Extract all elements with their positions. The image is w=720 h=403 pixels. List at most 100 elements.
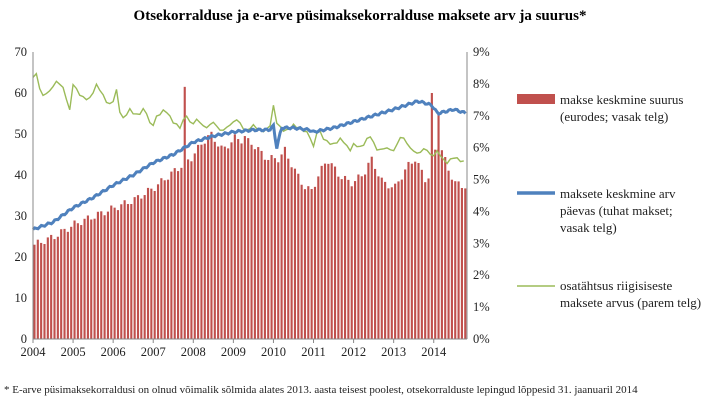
bar xyxy=(310,189,313,339)
x-tick-label: 2013 xyxy=(381,345,406,359)
bar xyxy=(303,189,307,339)
bar xyxy=(454,181,457,339)
legend-label-avg-count: maksete keskmine arv päevas (tuhat makse… xyxy=(560,186,679,235)
bar xyxy=(313,186,317,339)
bar xyxy=(317,176,320,339)
y-right-tick-label: 2% xyxy=(473,268,490,282)
bar xyxy=(267,159,270,339)
bar xyxy=(43,244,46,339)
bar xyxy=(330,163,333,339)
bar xyxy=(417,162,420,339)
bar xyxy=(130,204,133,339)
bar xyxy=(397,181,400,339)
bar xyxy=(404,169,407,339)
bar xyxy=(73,220,76,339)
x-tick-label: 2011 xyxy=(301,345,326,359)
bar xyxy=(93,218,96,339)
x-tick-label: 2006 xyxy=(101,345,126,359)
x-tick-label: 2004 xyxy=(21,345,47,359)
bar xyxy=(290,167,293,339)
bar xyxy=(176,171,180,339)
bar xyxy=(364,174,367,339)
x-tick-label: 2010 xyxy=(261,345,286,359)
bar xyxy=(420,169,423,339)
bar xyxy=(220,145,223,339)
bar xyxy=(410,163,413,339)
bar xyxy=(56,236,59,339)
y-right-tick-label: 0% xyxy=(473,332,490,346)
y-left-tick-label: 20 xyxy=(15,250,28,264)
bar xyxy=(70,226,73,339)
bar xyxy=(333,166,337,339)
bar xyxy=(350,186,353,339)
bar xyxy=(213,141,216,339)
bar xyxy=(343,175,347,339)
bar xyxy=(227,148,230,339)
bar xyxy=(263,159,266,339)
bar xyxy=(180,167,183,339)
bar xyxy=(407,161,410,339)
line-series-layer xyxy=(31,72,467,231)
bar xyxy=(190,161,193,339)
bar xyxy=(183,86,186,339)
y-left-tick-label: 30 xyxy=(15,209,28,223)
y-right-tick-label: 5% xyxy=(473,173,490,187)
bar xyxy=(424,182,427,339)
bar xyxy=(33,244,36,339)
bar xyxy=(123,200,126,339)
y-right-tick-label: 8% xyxy=(473,77,490,91)
y-left-tick-label: 50 xyxy=(15,127,28,141)
bar xyxy=(340,179,343,339)
bar xyxy=(153,190,156,339)
bar xyxy=(36,239,39,339)
bar xyxy=(240,143,243,339)
bar xyxy=(320,165,323,339)
bar xyxy=(86,215,89,339)
bar xyxy=(200,144,203,339)
bar xyxy=(160,178,163,339)
y-left-tick-label: 60 xyxy=(15,86,28,100)
bar xyxy=(300,184,303,339)
bar xyxy=(223,146,226,339)
bar xyxy=(133,197,136,339)
bar xyxy=(280,154,283,339)
x-tick-label: 2012 xyxy=(341,345,366,359)
bar xyxy=(66,231,69,339)
bar xyxy=(173,168,176,339)
bar xyxy=(380,177,383,339)
bar xyxy=(126,204,130,339)
bar xyxy=(113,207,116,339)
bar xyxy=(140,198,143,339)
bar xyxy=(210,131,213,339)
bar xyxy=(143,195,146,339)
bar-series-layer xyxy=(33,86,467,339)
bar xyxy=(370,156,373,339)
x-tick-label: 2007 xyxy=(141,345,166,359)
bar xyxy=(40,242,43,339)
bar xyxy=(374,168,377,339)
y-left-tick-label: 0 xyxy=(21,332,27,346)
bar xyxy=(146,187,150,339)
bar xyxy=(260,150,263,339)
bar xyxy=(327,163,330,339)
bar xyxy=(257,147,260,339)
bar xyxy=(103,215,106,339)
bar xyxy=(166,179,170,339)
bar xyxy=(323,163,327,339)
bar xyxy=(233,134,236,339)
bar xyxy=(440,150,443,339)
bar xyxy=(377,176,380,339)
bar xyxy=(434,149,437,339)
legend-label-share: osatähtsus riigisiseste maksete arvus (p… xyxy=(560,278,701,310)
bar xyxy=(273,158,276,339)
bar xyxy=(287,158,290,339)
x-tick-label: 2008 xyxy=(181,345,206,359)
bar xyxy=(243,136,246,339)
bar xyxy=(430,93,433,339)
bar xyxy=(447,170,450,339)
bar xyxy=(136,195,140,339)
bar xyxy=(297,173,300,339)
y-left-tick-label: 40 xyxy=(15,168,28,182)
bar xyxy=(96,211,99,339)
